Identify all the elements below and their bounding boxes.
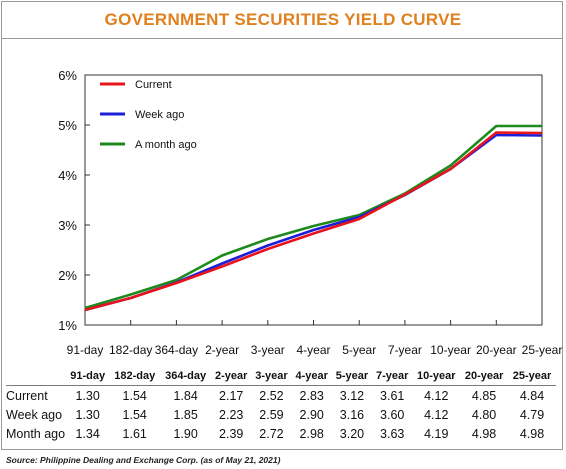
x-tick-label: 5-year <box>342 343 376 357</box>
table-col-header: 91-day <box>66 367 110 386</box>
table-cell: 1.34 <box>75 426 100 441</box>
table-cell: 4.12 <box>424 388 449 403</box>
table-cell: 4.84 <box>519 388 545 403</box>
x-tick-label: 91-day <box>67 343 104 357</box>
table-cell: 4.98 <box>519 426 545 441</box>
table-cell: 2.39 <box>219 426 244 441</box>
table-body: Current 1.30 1.54 1.84 2.17 2.52 2.83 3.12 3.61 4… <box>6 386 556 444</box>
title-divider <box>1 38 563 39</box>
table-cell: 1.85 <box>173 407 198 422</box>
table-col-header: 7-year <box>372 367 413 386</box>
table-col-header: 20-year <box>460 367 509 386</box>
table-cell: 2.83 <box>299 388 324 403</box>
table-cell: 2.72 <box>259 426 284 441</box>
row-label: Month ago <box>6 426 66 441</box>
table-cell: 4.79 <box>519 407 545 422</box>
table-cell: 2.98 <box>299 426 324 441</box>
table-cell: 4.98 <box>471 426 497 441</box>
table-cell: 2.90 <box>299 407 324 422</box>
table-corner <box>6 367 66 386</box>
table-cell: 2.59 <box>259 407 284 422</box>
series-line-week-ago <box>84 133 543 312</box>
table-cell: 3.16 <box>339 407 365 422</box>
table-cell: 4.19 <box>424 426 449 441</box>
table-cell: 3.61 <box>380 388 405 403</box>
table-row: Current 1.30 1.54 1.84 2.17 2.52 2.83 3.12 3.61 4… <box>6 386 556 406</box>
table-row: Month ago 1.34 1.61 1.90 2.39 2.72 2.98 3.20 3.6… <box>6 424 556 443</box>
table-cell: 4.12 <box>424 407 449 422</box>
series-line-current <box>84 131 543 312</box>
yield-curve-chart: 1% 2% 3% 4% 5% 6% 91-day 182-day 364-day 2-year 3-… <box>58 68 563 357</box>
x-tick-label: 2-year <box>205 343 239 357</box>
table-cell: 1.54 <box>122 407 147 422</box>
table-cell: 1.84 <box>173 388 198 403</box>
source-note: Source: Philippine Dealing and Exchange … <box>6 455 281 465</box>
x-tick-label: 4-year <box>296 343 330 357</box>
y-tick-label: 5% <box>58 118 77 133</box>
table-col-header: 5-year <box>331 367 373 386</box>
y-tick-label: 3% <box>58 218 77 233</box>
table-cell: 4.80 <box>471 407 497 422</box>
table-cell: 3.60 <box>380 407 405 422</box>
x-tick-label: 10-year <box>430 343 471 357</box>
legend-label: Week ago <box>135 109 184 121</box>
table-row: Week ago 1.30 1.54 1.85 2.23 2.59 2.90 3.16 3.60… <box>6 405 556 424</box>
table-col-header: 182-day <box>109 367 161 386</box>
x-tick-label: 3-year <box>251 343 285 357</box>
x-tick-label: 364-day <box>155 343 198 357</box>
table-cell: 3.12 <box>339 388 365 403</box>
chart-frame <box>1 1 563 450</box>
y-tick-label: 2% <box>58 268 77 283</box>
table-cell: 2.23 <box>219 407 244 422</box>
table-cell: 3.20 <box>339 426 365 441</box>
row-label: Current <box>6 388 48 403</box>
x-tick-label: 7-year <box>388 343 422 357</box>
table-cell: 2.52 <box>259 388 284 403</box>
series-line-a-month-ago <box>84 124 542 310</box>
table-cell: 1.54 <box>122 388 147 403</box>
legend-label: A month ago <box>135 139 197 151</box>
chart-title: GOVERNMENT SECURITIES YIELD CURVE <box>104 10 462 29</box>
table-cell: 1.90 <box>173 426 198 441</box>
table-cell: 2.17 <box>219 388 244 403</box>
row-label: Week ago <box>6 407 63 422</box>
table-cell: 3.63 <box>380 426 405 441</box>
table-cell: 4.85 <box>471 388 497 403</box>
x-tick-label: 20-year <box>476 343 517 357</box>
table-cell: 1.61 <box>122 426 147 441</box>
x-tick-label: 25-year <box>522 343 563 357</box>
table-col-header: 10-year <box>412 367 461 386</box>
table-col-header: 364-day <box>160 367 212 386</box>
table-col-header: 4-year <box>291 367 332 386</box>
legend-label: Current <box>135 79 172 91</box>
x-tick-label: 182-day <box>109 343 152 357</box>
table-cell: 1.30 <box>75 407 100 422</box>
y-tick-label: 1% <box>58 318 77 333</box>
table-col-header: 3-year <box>251 367 292 386</box>
table-cell: 1.30 <box>75 388 100 403</box>
table-col-header: 25-year <box>508 367 556 386</box>
table-header-row: 91-day 182-day 364-day 2-year 3-year 4-year 5-… <box>6 367 556 386</box>
yield-table: 91-day 182-day 364-day 2-year 3-year 4-year 5-… <box>6 367 556 443</box>
y-tick-label: 6% <box>58 68 77 83</box>
table-col-header: 2-year <box>211 367 252 386</box>
y-tick-label: 4% <box>58 168 77 183</box>
